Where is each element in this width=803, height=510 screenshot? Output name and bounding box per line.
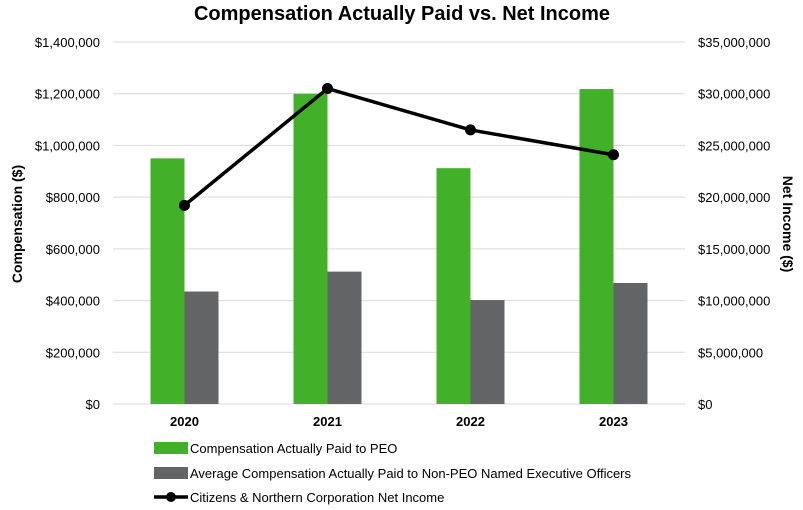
left-tick-label: $1,400,000 bbox=[35, 35, 100, 50]
legend-swatch bbox=[154, 467, 188, 479]
peo-bar bbox=[150, 158, 185, 404]
chart-title: Compensation Actually Paid vs. Net Incom… bbox=[194, 3, 610, 25]
legend-label: Citizens & Northern Corporation Net Inco… bbox=[190, 490, 444, 505]
net-income-point bbox=[608, 149, 619, 161]
right-tick-label: $30,000,000 bbox=[698, 87, 770, 102]
category-label: 2021 bbox=[313, 414, 342, 429]
legend-swatch bbox=[154, 442, 188, 454]
legend-label: Compensation Actually Paid to PEO bbox=[190, 441, 397, 456]
left-tick-label: $1,000,000 bbox=[35, 138, 100, 153]
right-tick-label: $15,000,000 bbox=[698, 242, 770, 257]
left-axis-title: Compensation ($) bbox=[9, 165, 25, 283]
net-income-path bbox=[183, 86, 614, 207]
left-tick-label: $1,200,000 bbox=[35, 87, 100, 102]
peo-bar bbox=[293, 93, 328, 404]
bars bbox=[150, 89, 648, 404]
category-label: 2022 bbox=[456, 414, 485, 429]
neo-bar bbox=[327, 271, 362, 404]
left-axis-ticks: $0 $200,000 $400,000 $600,000 $800,000 $1,000… bbox=[35, 35, 100, 412]
left-tick-label: $400,000 bbox=[46, 294, 100, 309]
category-label: 2020 bbox=[170, 414, 199, 429]
right-axis-title: Net Income ($) bbox=[780, 176, 796, 272]
net-income-line bbox=[179, 83, 619, 211]
net-income-point bbox=[322, 83, 333, 95]
category-label: 2023 bbox=[599, 414, 628, 429]
net-income-point bbox=[179, 199, 190, 211]
right-tick-label: $20,000,000 bbox=[698, 190, 770, 205]
peo-bar bbox=[579, 89, 614, 404]
peo-bar bbox=[436, 168, 471, 404]
right-tick-label: $10,000,000 bbox=[698, 294, 770, 309]
neo-bar bbox=[470, 300, 505, 404]
neo-bar bbox=[184, 291, 219, 404]
left-tick-label: $600,000 bbox=[46, 242, 100, 257]
neo-bar bbox=[613, 282, 648, 404]
right-tick-label: $5,000,000 bbox=[698, 345, 763, 360]
left-tick-label: $200,000 bbox=[46, 345, 100, 360]
net-income-point bbox=[465, 124, 476, 136]
legend-label: Average Compensation Actually Paid to No… bbox=[190, 466, 632, 481]
right-tick-label: $25,000,000 bbox=[698, 138, 770, 153]
right-axis-ticks: $0 $5,000,000 $10,000,000 $15,000,000 $20,00… bbox=[698, 35, 770, 412]
right-tick-label: $35,000,000 bbox=[698, 35, 770, 50]
left-tick-label: $0 bbox=[86, 397, 100, 412]
legend: Compensation Actually Paid to PEO Average… bbox=[154, 441, 632, 505]
right-tick-label: $0 bbox=[698, 397, 712, 412]
left-tick-label: $800,000 bbox=[46, 190, 100, 205]
legend-marker bbox=[166, 492, 176, 502]
x-axis-categories: 2020 2021 2022 2023 bbox=[170, 414, 628, 429]
